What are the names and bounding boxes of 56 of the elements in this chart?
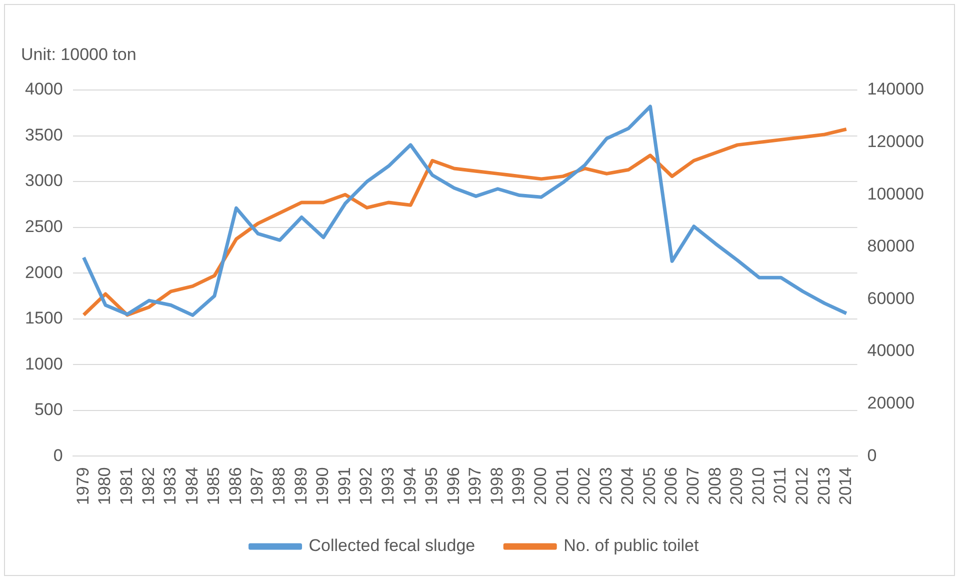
- legend-label: Collected fecal sludge: [308, 536, 476, 556]
- x-tick-label: 1994: [400, 467, 420, 506]
- x-tick-label: 2006: [662, 467, 681, 506]
- x-tick-label: 1980: [95, 467, 114, 506]
- y-tick-label: 2500: [24, 217, 63, 236]
- x-tick-label: 1979: [73, 467, 92, 506]
- x-tick-label: 1982: [138, 467, 158, 506]
- y-tick-label: 3500: [24, 125, 63, 144]
- x-tick-label: 1988: [270, 467, 289, 506]
- x-tick-label: 2012: [792, 467, 812, 506]
- x-tick-label: 1998: [487, 467, 506, 506]
- x-tick-label: 2003: [596, 467, 616, 506]
- y2-tick-label: 40000: [867, 341, 915, 360]
- y2-tick-label: 60000: [867, 288, 915, 308]
- x-tick-label: 1993: [378, 467, 398, 506]
- x-tick-label: 1983: [160, 467, 180, 506]
- y-tick-label: 0: [53, 446, 63, 465]
- x-tick-label: 1981: [116, 467, 136, 506]
- x-tick-label: 2004: [618, 467, 638, 506]
- x-tick-label: 1987: [248, 467, 267, 506]
- x-tick-label: 2013: [814, 467, 834, 506]
- x-tick-label: 1986: [226, 467, 245, 506]
- y-axis-title: Unit: 10000 ton: [21, 45, 136, 65]
- x-tick-label: 1992: [356, 467, 376, 506]
- y-tick-label: 4000: [24, 80, 63, 99]
- y2-tick-label: 20000: [867, 394, 915, 413]
- x-tick-label: 1999: [509, 467, 528, 506]
- y-tick-label: 3000: [24, 171, 63, 190]
- y2-tick-label: 80000: [867, 236, 915, 256]
- y-tick-label: 500: [34, 400, 63, 420]
- x-tick-label: 2001: [552, 467, 572, 506]
- x-tick-label: 2010: [748, 467, 768, 506]
- x-tick-label: 2000: [531, 467, 550, 506]
- x-tick-label: 1984: [182, 467, 202, 506]
- x-tick-label: 1997: [466, 467, 485, 506]
- y-tick-label: 1000: [24, 354, 63, 374]
- y-tick-label: 1500: [24, 308, 63, 328]
- x-tick-label: 2011: [770, 467, 790, 504]
- x-tick-label: 2009: [727, 467, 746, 506]
- x-tick-label: 2014: [836, 467, 856, 506]
- y2-tick-label: 0: [867, 446, 877, 465]
- x-tick-label: 1990: [313, 467, 332, 506]
- y-tick-label: 2000: [24, 262, 63, 282]
- x-tick-label: 2007: [684, 467, 703, 506]
- y2-tick-label: 100000: [867, 184, 924, 204]
- y2-tick-label: 120000: [867, 132, 924, 151]
- legend-label: No. of public toilet: [564, 536, 699, 556]
- x-tick-label: 1996: [444, 467, 463, 506]
- x-tick-label: 1985: [204, 467, 224, 506]
- x-tick-label: 1991: [334, 467, 354, 506]
- x-tick-label: 2008: [705, 467, 724, 506]
- x-tick-label: 1995: [422, 467, 442, 506]
- x-tick-label: 1989: [291, 467, 310, 506]
- x-tick-label: 2005: [640, 467, 659, 506]
- x-tick-label: 2002: [574, 467, 594, 506]
- y2-tick-label: 140000: [867, 80, 924, 99]
